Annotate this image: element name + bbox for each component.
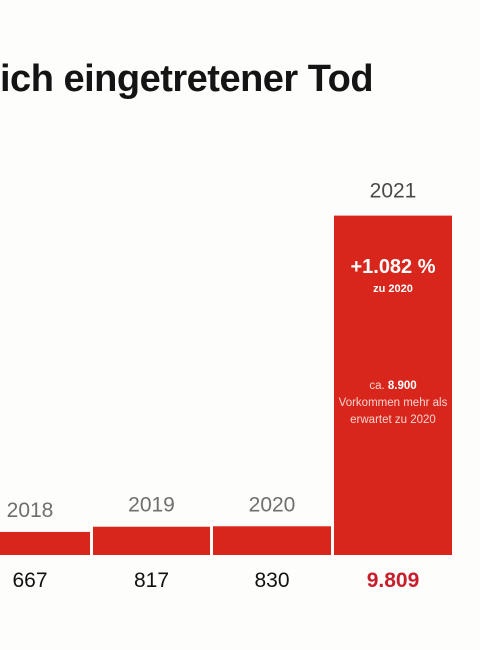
year-label-2019: 2019 [128, 494, 175, 517]
year-label-2020: 2020 [249, 493, 296, 516]
excess-note: ca. 8.900 Vorkommen mehr als erwartet zu… [334, 378, 452, 429]
value-label-2020: 830 [254, 569, 289, 592]
year-label-2021: 2021 [370, 180, 417, 203]
bar-2019 [93, 526, 210, 555]
bar-2018 [0, 531, 90, 555]
bar-2020 [213, 526, 331, 555]
value-label-2018: 667 [12, 569, 47, 592]
excess-note-prefix: ca. [369, 380, 385, 392]
excess-note-text: Vorkommen mehr als erwartet zu 2020 [338, 397, 448, 426]
value-label-2019: 817 [134, 569, 169, 592]
chart-title: ich eingetretener Tod [0, 58, 374, 100]
percent-change-label: +1.082 % [350, 256, 436, 278]
excess-note-value: 8.900 [387, 380, 417, 392]
year-label-2018: 2018 [7, 499, 54, 522]
value-label-2021: 9.809 [367, 569, 420, 592]
percent-change-sub-label: zu 2020 [373, 283, 413, 295]
bar-2021 [334, 215, 452, 556]
